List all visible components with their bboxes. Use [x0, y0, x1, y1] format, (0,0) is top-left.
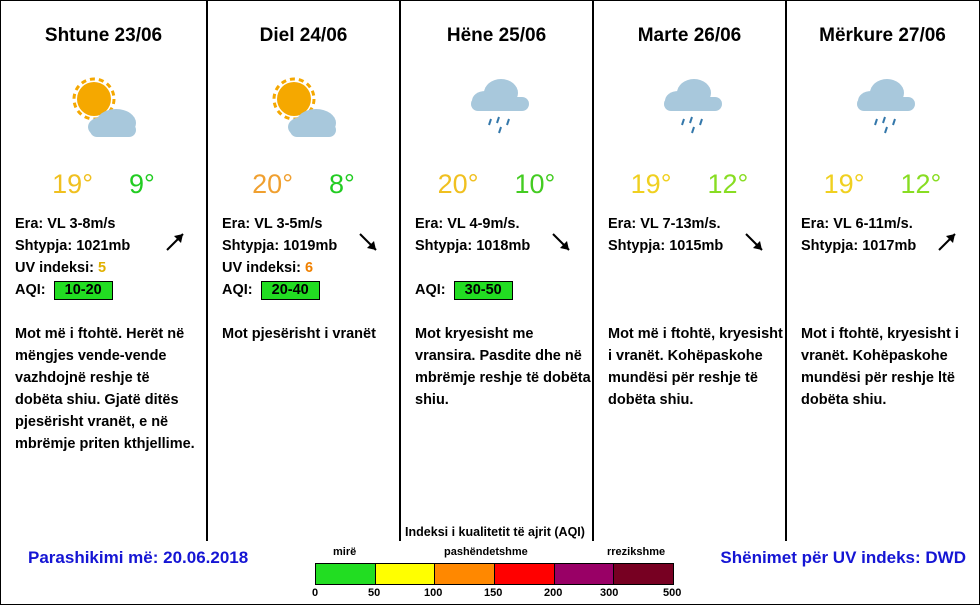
aqi-label: AQI:	[222, 282, 253, 298]
temp-max: 20°	[437, 169, 479, 199]
uv-label: UV indeksi:	[222, 260, 305, 276]
aqi-scale-segment	[435, 564, 496, 584]
rain-cloud-icon	[843, 71, 923, 151]
aqi-label: AQI:	[415, 282, 446, 298]
pressure-text: Shtypja: 1019mb	[222, 238, 338, 254]
aqi-row: AQI: 20-40	[222, 279, 337, 301]
aqi-scale-segment	[375, 564, 436, 584]
day-name: Diel 24/06	[259, 25, 348, 46]
issued-date: Parashikimi më: 20.06.2018	[28, 548, 249, 567]
temperatures: 19° 12°	[594, 169, 785, 200]
forecast-description: Mot pjesërisht i vranët	[222, 326, 376, 342]
aqi-row: AQI: 10-20	[15, 279, 130, 301]
rain-cloud-icon	[650, 71, 730, 151]
uv-value: 6	[305, 260, 314, 276]
day-details: Era: VL 3-8m/s Shtypja: 1021mb UV indeksi:…	[15, 213, 130, 301]
forecast-description: Mot më i ftohtë. Herët në mëngjes vende-…	[15, 326, 195, 452]
uv-source-note: Shënimet për UV indeks: DWD	[720, 548, 966, 567]
wind-direction-icon	[164, 231, 186, 253]
aqi-scale-segment	[614, 564, 674, 584]
day-details: Era: VL 7-13m/s. Shtypja: 1015mb	[608, 213, 723, 279]
wind-text: Era: VL 4-9m/s.	[415, 216, 520, 232]
day-name: Shtune 23/06	[44, 25, 163, 46]
temperatures: 19° 9°	[1, 169, 206, 200]
pressure-text: Shtypja: 1021mb	[15, 238, 131, 254]
uv-label: UV indeksi:	[15, 260, 98, 276]
aqi-color-scale	[315, 563, 674, 585]
sun-cloud-icon	[264, 71, 344, 151]
aqi-tick-label: 500	[663, 587, 682, 599]
temp-max: 19°	[52, 169, 93, 199]
forecast-description: Mot më i ftohtë, kryesisht i vranët. Koh…	[608, 326, 783, 408]
uv-row: UV indeksi: 6	[222, 257, 337, 279]
aqi-tick-label: 300	[600, 587, 619, 599]
day-details: Era: VL 3-5m/s Shtypja: 1019mb UV indeksi:…	[222, 213, 337, 301]
temperatures: 19° 12°	[787, 169, 978, 200]
temp-min: 8°	[329, 169, 355, 199]
temp-min: 10°	[514, 169, 556, 199]
aqi-scale-segment	[316, 564, 376, 584]
aqi-scale-title: Indeksi i kualitetit të ajrit (AQI)	[405, 525, 585, 539]
temperatures: 20° 8°	[208, 169, 399, 200]
temp-min: 9°	[129, 169, 155, 199]
temp-max: 20°	[252, 169, 293, 199]
aqi-badge: 10-20	[53, 281, 113, 300]
wind-text: Era: VL 7-13m/s.	[608, 216, 721, 232]
day-column: Mërkure 27/06 19° 12° Era: VL 6-11m/s. Shtyp…	[785, 1, 978, 541]
pressure-text: Shtypja: 1017mb	[801, 238, 917, 254]
aqi-tick-label: 200	[544, 587, 563, 599]
temp-min: 12°	[900, 169, 942, 199]
aqi-tick-label: 100	[424, 587, 443, 599]
aqi-tick-label: 150	[484, 587, 503, 599]
day-column: Shtune 23/06 19° 9° Era: VL 3-8m/s Shtypja: …	[1, 1, 206, 541]
rain-cloud-icon	[457, 71, 537, 151]
day-column: Marte 26/06 19° 12° Era: VL 7-13m/s. Shtypja…	[592, 1, 785, 541]
aqi-word-good: mirë	[333, 546, 357, 558]
aqi-label: AQI:	[15, 282, 46, 298]
pressure-text: Shtypja: 1015mb	[608, 238, 724, 254]
aqi-word-hazardous: rrezikshme	[607, 546, 666, 558]
temp-min: 12°	[707, 169, 749, 199]
wind-direction-icon	[936, 231, 958, 253]
forecast-columns: Shtune 23/06 19° 9° Era: VL 3-8m/s Shtypja: …	[1, 1, 979, 541]
day-details: Era: VL 4-9m/s. Shtypja: 1018mb AQI: 30-5…	[415, 213, 530, 301]
forecast-description: Mot i ftohtë, kryesisht i vranët. Kohëpa…	[801, 326, 959, 408]
temp-max: 19°	[630, 169, 672, 199]
day-column: Hëne 25/06 20° 10° Era: VL 4-9m/s. Shtypja: …	[399, 1, 592, 541]
day-name: Mërkure 27/06	[819, 25, 946, 46]
day-column: Diel 24/06 20° 8° Era: VL 3-5m/s Shtypja: 10…	[206, 1, 399, 541]
day-name: Hëne 25/06	[446, 25, 547, 46]
uv-value: 5	[98, 260, 107, 276]
temperatures: 20° 10°	[401, 169, 592, 200]
sun-cloud-icon	[64, 71, 144, 151]
aqi-badge: 30-50	[453, 281, 513, 300]
aqi-tick-label: 50	[368, 587, 381, 599]
day-details: Era: VL 6-11m/s. Shtypja: 1017mb	[801, 213, 916, 279]
wind-text: Era: VL 3-8m/s	[15, 216, 116, 232]
wind-direction-icon	[357, 231, 379, 253]
aqi-badge: 20-40	[260, 281, 320, 300]
aqi-scale-segment	[554, 564, 615, 584]
wind-text: Era: VL 6-11m/s.	[801, 216, 913, 232]
aqi-row: AQI: 30-50	[415, 279, 530, 301]
aqi-scale-segment	[495, 564, 555, 584]
pressure-text: Shtypja: 1018mb	[415, 238, 531, 254]
aqi-tick-label: 0	[312, 587, 319, 599]
aqi-word-unhealthy: pashëndetshme	[444, 546, 528, 558]
forecast-description: Mot kryesisht me vransira. Pasdite dhe n…	[415, 326, 591, 408]
wind-direction-icon	[743, 231, 765, 253]
uv-row: UV indeksi: 5	[15, 257, 130, 279]
wind-direction-icon	[550, 231, 572, 253]
wind-text: Era: VL 3-5m/s	[222, 216, 323, 232]
day-name: Marte 26/06	[637, 25, 742, 46]
temp-max: 19°	[823, 169, 865, 199]
